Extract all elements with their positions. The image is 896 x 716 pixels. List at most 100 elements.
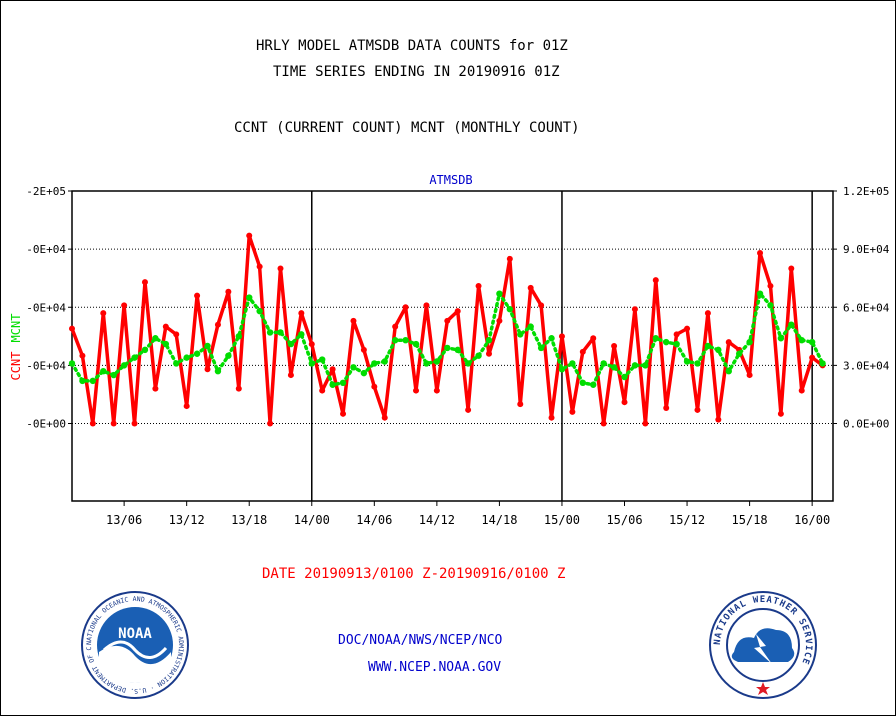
ccnt-point [663, 405, 670, 411]
y-tick-label-right: 9.0E+04 [843, 243, 890, 256]
y-tick-label-left: -0E+00 [26, 418, 66, 431]
mcnt-point [412, 340, 420, 348]
mcnt-point [621, 373, 628, 381]
mcnt-point [464, 360, 472, 367]
ccnt-point [277, 265, 284, 272]
mcnt-point [391, 336, 399, 344]
mcnt-point [360, 369, 368, 377]
y-axis-left: -0E+00 -0E+04 -0E+04 -0E+04 -2E+05 [26, 185, 72, 431]
mcnt-point [79, 377, 86, 385]
y-tick-label-right: 3.0E+04 [843, 359, 890, 372]
mcnt-point [402, 336, 409, 344]
mcnt-point [746, 338, 753, 346]
mcnt-point [642, 362, 649, 369]
mcnt-point [277, 329, 284, 336]
mcnt-point [68, 360, 76, 367]
y-tick-label-right: 0.0E+00 [843, 418, 889, 431]
y-tick-label-left: -0E+04 [26, 359, 66, 372]
ccnt-point [433, 387, 440, 394]
title-line-1: HRLY MODEL ATMSDB DATA COUNTS for 01Z [256, 38, 568, 54]
noaa-logo: NATIONAL OCEANIC AND ATMOSPHERIC ADMINIS… [80, 590, 189, 699]
mcnt-point [715, 346, 722, 354]
ccnt-point [308, 341, 315, 348]
ccnt-point [684, 325, 691, 332]
mcnt-point [569, 360, 576, 367]
x-tick-label: 14/18 [481, 513, 517, 527]
mcnt-point [631, 362, 639, 369]
mcnt-point [266, 329, 274, 336]
ccnt-point [579, 348, 586, 355]
ccnt-point [183, 403, 190, 410]
ccnt-point [757, 250, 764, 256]
mcnt-point [318, 356, 326, 363]
mcnt-point [579, 379, 587, 387]
mcnt-point [788, 321, 795, 328]
mcnt-point [683, 358, 691, 365]
mcnt-point [339, 379, 347, 387]
ccnt-point [590, 335, 597, 342]
mcnt-point [329, 381, 336, 388]
ccnt-point [517, 401, 524, 408]
mcnt-point [475, 352, 482, 359]
ccnt-point [110, 420, 117, 427]
mcnt-point [558, 366, 566, 373]
ccnt-point [558, 333, 565, 340]
title-line-2: TIME SERIES ENDING IN 20190916 01Z [273, 64, 560, 80]
org-text: DOC/NOAA/NWS/NCEP/NCO [338, 633, 503, 648]
y-label-right: MCNT [9, 314, 23, 343]
mcnt-point [808, 338, 816, 346]
mcnt-point [798, 336, 805, 344]
mcnt-point [100, 367, 107, 375]
mcnt-point [308, 360, 315, 367]
mcnt-point [454, 346, 461, 354]
ccnt-line [70, 233, 825, 426]
mcnt-point [256, 307, 263, 315]
ccnt-point [173, 331, 180, 338]
x-tick-label: 15/12 [669, 513, 705, 527]
ccnt-point [600, 420, 607, 427]
mcnt-point [725, 367, 732, 375]
mcnt-point [120, 362, 128, 369]
mcnt-point [246, 294, 253, 301]
mcnt-point [694, 360, 701, 367]
x-tick-label: 15/00 [544, 513, 580, 527]
ccnt-point [496, 317, 503, 324]
ccnt-point [340, 410, 347, 417]
website-link[interactable]: WWW.NCEP.NOAA.GOV [368, 660, 502, 675]
y-label-left: CCNT [9, 352, 23, 381]
ccnt-point [809, 354, 816, 361]
ccnt-point [798, 387, 805, 394]
ccnt-point [673, 331, 680, 338]
x-tick-label: 13/12 [169, 513, 205, 527]
ccnt-point [704, 310, 711, 317]
ccnt-point [788, 265, 795, 272]
mcnt-point [506, 305, 514, 313]
title-line-3: CCNT (CURRENT COUNT) MCNT (MONTHLY COUNT… [234, 120, 580, 136]
series-mcnt [68, 290, 826, 388]
series-ccnt [69, 232, 826, 427]
ccnt-point [475, 282, 482, 289]
mcnt-point [162, 340, 170, 348]
ccnt-point [527, 284, 534, 291]
mcnt-point [517, 331, 524, 338]
mcnt-point [590, 381, 597, 388]
mcnt-point [214, 367, 222, 375]
mcnt-point [423, 360, 430, 367]
nws-logo: NATIONAL WEATHER SERVICE [709, 591, 817, 699]
ccnt-point [621, 399, 628, 406]
ccnt-point [413, 387, 420, 394]
mcnt-point [433, 358, 441, 365]
ccnt-point [131, 420, 138, 427]
plot-title: ATMSDB [429, 173, 472, 187]
ccnt-point [204, 366, 211, 373]
mcnt-point [548, 335, 555, 342]
y-tick-label-left: -2E+05 [26, 185, 66, 198]
ccnt-point [465, 406, 472, 413]
ccnt-point [298, 310, 305, 317]
y-tick-label-right: 6.0E+04 [843, 301, 890, 314]
x-tick-label: 15/06 [606, 513, 642, 527]
ccnt-point [715, 416, 722, 423]
x-tick-label: 15/18 [732, 513, 768, 527]
ccnt-point [746, 372, 753, 379]
